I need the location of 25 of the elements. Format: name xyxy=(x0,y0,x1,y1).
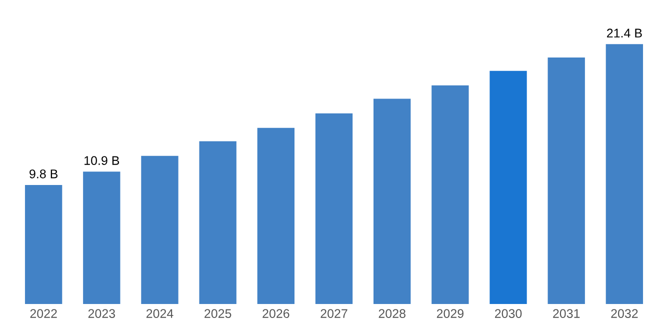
bar xyxy=(141,156,178,304)
data-label: 10.9 B xyxy=(84,156,120,165)
x-tick-label: 2031 xyxy=(553,309,580,318)
bar xyxy=(24,184,62,304)
bar xyxy=(315,113,353,304)
bar xyxy=(257,128,294,304)
x-tick-label: 2025 xyxy=(204,309,232,318)
bar xyxy=(374,98,411,304)
x-tick-label: 2023 xyxy=(88,309,116,318)
x-tick-label: 2028 xyxy=(378,309,406,318)
bar xyxy=(548,58,585,304)
x-tick-label: 2026 xyxy=(262,309,290,318)
bar xyxy=(83,172,120,304)
data-label: 21.4 B xyxy=(606,28,642,38)
bar xyxy=(432,85,469,304)
x-tick-label: 2030 xyxy=(494,309,522,318)
bar xyxy=(199,141,236,304)
x-tick-label: 2024 xyxy=(146,309,174,318)
bar xyxy=(606,44,644,304)
bar xyxy=(490,70,527,304)
x-tick-label: 2029 xyxy=(436,309,464,318)
x-tick-label: 2022 xyxy=(30,309,57,318)
x-tick-label: 2027 xyxy=(320,309,348,318)
data-label: 9.8 B xyxy=(30,169,58,178)
x-tick-label: 2032 xyxy=(611,309,638,318)
